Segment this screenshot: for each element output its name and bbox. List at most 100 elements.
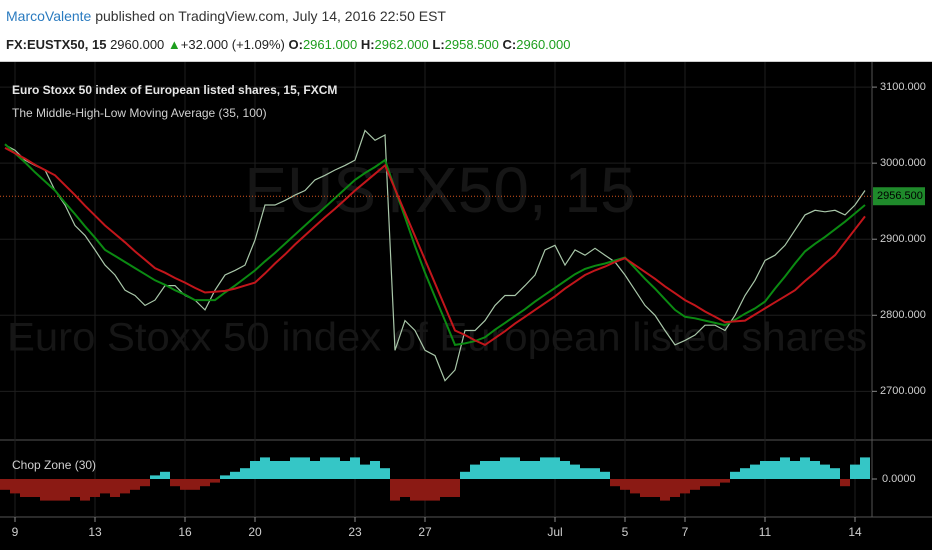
y-tick-label: 3000.000	[880, 157, 926, 169]
arrow: ▲	[167, 37, 181, 52]
x-tick-label: 9	[12, 525, 19, 539]
bar	[330, 457, 340, 479]
bar	[70, 479, 80, 497]
bar	[660, 479, 670, 501]
bar	[80, 479, 90, 501]
bar	[160, 471, 170, 479]
bar	[550, 457, 560, 479]
bar	[120, 479, 130, 494]
bar	[30, 479, 40, 497]
bar	[510, 457, 520, 479]
bar	[690, 479, 700, 490]
y-tick-label: 2900.000	[880, 233, 926, 245]
bar	[0, 479, 10, 490]
publish-line: MarcoValente published on TradingView.co…	[6, 8, 446, 24]
bar	[850, 464, 860, 479]
high-label: H:	[360, 37, 375, 52]
bar	[590, 468, 600, 479]
bar	[100, 479, 110, 494]
bar	[750, 464, 760, 479]
bar	[490, 461, 500, 479]
bar	[300, 457, 310, 479]
published: published on TradingView.com, July 14, 2…	[95, 8, 446, 24]
x-tick-label: 7	[682, 525, 689, 539]
bar	[780, 457, 790, 479]
header: MarcoValente published on TradingView.co…	[0, 0, 932, 62]
low-label: L:	[432, 37, 445, 52]
bar	[710, 479, 720, 487]
bar	[650, 479, 660, 497]
x-tick-label: 20	[248, 525, 262, 539]
bar	[110, 479, 120, 497]
quote-line: FX:EUSTX50, 15 2960.000 ▲+32.000 (+1.09%…	[6, 37, 570, 52]
bar	[480, 461, 490, 479]
open-label: O:	[288, 37, 303, 52]
chop-title: Chop Zone (30)	[12, 458, 96, 472]
bar	[420, 479, 430, 501]
symbol: FX:EUSTX50, 15	[6, 37, 107, 52]
bar	[180, 479, 190, 490]
author[interactable]: MarcoValente	[6, 8, 92, 24]
close: 2960.000	[516, 37, 571, 52]
bar	[620, 479, 630, 490]
close-label: C:	[502, 37, 517, 52]
bar	[360, 464, 370, 479]
x-tick-label: 5	[622, 525, 629, 539]
series-line	[4, 143, 866, 347]
bar	[370, 461, 380, 479]
bar	[210, 479, 220, 483]
bar	[60, 479, 70, 501]
bar	[840, 479, 850, 487]
bar	[430, 479, 440, 501]
x-tick-label: 14	[848, 525, 862, 539]
bar	[140, 479, 150, 487]
bar	[190, 479, 200, 490]
last-price-label: 2956.500	[877, 190, 923, 202]
bar	[860, 457, 870, 479]
bar	[630, 479, 640, 494]
bar	[240, 468, 250, 479]
bar	[380, 468, 390, 479]
bar	[680, 479, 690, 494]
bar	[280, 461, 290, 479]
bar	[230, 471, 240, 479]
chart-title: Euro Stoxx 50 index of European listed s…	[12, 83, 337, 97]
bar	[200, 479, 210, 487]
last-price-box	[873, 187, 925, 206]
x-tick-label: 23	[348, 525, 362, 539]
y-tick-label: 2700.000	[880, 385, 926, 397]
bar	[760, 461, 770, 479]
x-tick-label: 27	[418, 525, 432, 539]
bar	[340, 461, 350, 479]
bar	[290, 457, 300, 479]
series-line	[4, 147, 866, 347]
chart: EUSTX50, 15 Euro Stoxx 50 index of Europ…	[0, 62, 932, 550]
bar	[610, 479, 620, 487]
bar	[580, 468, 590, 479]
bar	[450, 479, 460, 497]
y-tick-label: 3100.000	[880, 81, 926, 93]
bar	[270, 461, 280, 479]
bar	[530, 461, 540, 479]
last: 2960.000	[110, 37, 165, 52]
bar	[350, 457, 360, 479]
bar	[730, 471, 740, 479]
y-tick-label: 2800.000	[880, 309, 926, 321]
bar	[570, 464, 580, 479]
bar	[790, 461, 800, 479]
bar	[40, 479, 50, 501]
low: 2958.500	[444, 37, 499, 52]
bar	[560, 461, 570, 479]
watermark: EUSTX50, 15	[244, 154, 635, 226]
bar	[310, 461, 320, 479]
bar	[220, 475, 230, 479]
bar	[250, 461, 260, 479]
x-tick-label: 16	[178, 525, 192, 539]
bar	[820, 464, 830, 479]
bar	[440, 479, 450, 497]
open: 2961.000	[302, 37, 358, 52]
bar	[470, 464, 480, 479]
bar	[740, 468, 750, 479]
x-tick-label: Jul	[547, 525, 562, 539]
bar	[260, 457, 270, 479]
